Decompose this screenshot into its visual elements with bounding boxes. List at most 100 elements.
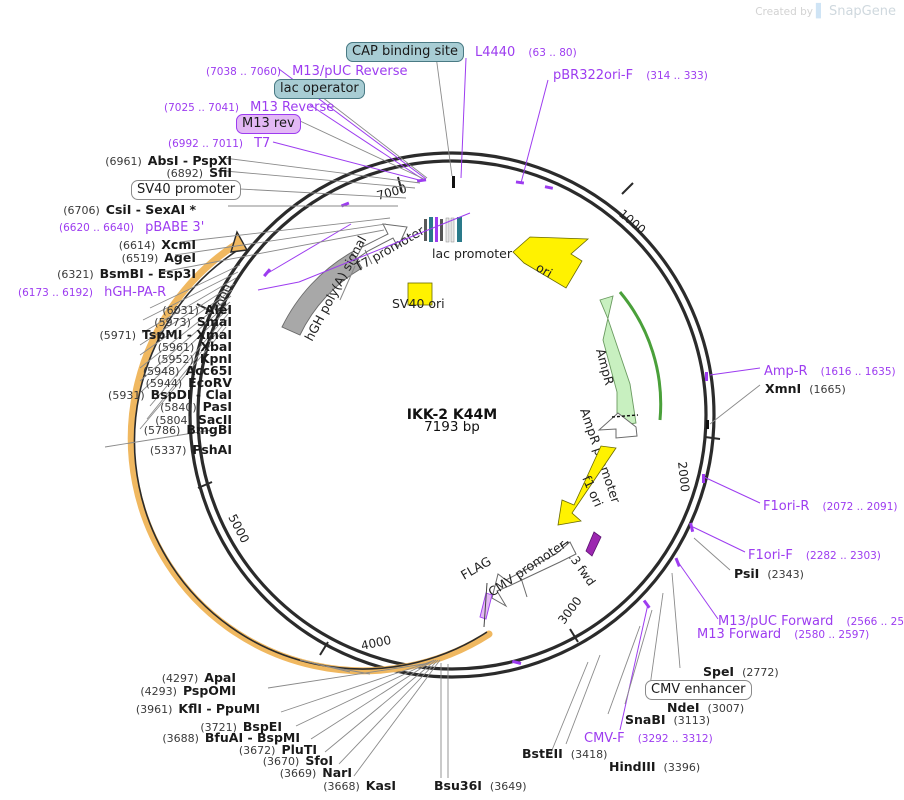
sv40-promoter-text: SV40 promoter <box>131 180 242 200</box>
primer-label-m13-puc-forward: M13/pUC Forward (2566 .. 2588) <box>718 612 904 628</box>
enzyme-sfoi: (3670) SfoI <box>263 752 333 768</box>
primer-name: M13 Forward <box>697 627 782 642</box>
boxed-label-cmv-enhancer: CMV enhancer <box>645 680 752 700</box>
leader-lines-grey-bottomleft <box>267 659 449 778</box>
enzyme-name: BspDI - ClaI <box>150 387 232 402</box>
enzyme-position: (5840) <box>160 401 197 414</box>
enzyme-position: (6961) <box>105 155 142 168</box>
enzyme-psii: PsiI (2343) <box>734 565 804 581</box>
feature-sv40-ori: SV40 ori <box>392 282 445 311</box>
enzyme-position: (5973) <box>154 316 191 329</box>
primer-pos: (1616 .. 1635) <box>820 366 896 378</box>
enzyme-position: (3396) <box>663 761 701 774</box>
primer-pos: (3292 .. 3312) <box>637 733 713 745</box>
enzyme-position: (6519) <box>121 252 159 265</box>
enzyme-name: KpnI <box>199 351 232 366</box>
enzyme-name: XcmI <box>161 237 196 252</box>
enzyme-position: (5952) <box>157 353 194 366</box>
watermark-prefix: Created by <box>755 5 813 18</box>
enzyme-position: (3721) <box>200 721 237 734</box>
feature-ori: ori <box>512 236 590 289</box>
primer-label-f1ori-f: F1ori-F (2282 .. 2303) <box>748 546 881 562</box>
enzyme-nari: (3669) NarI <box>280 764 352 780</box>
backbone-inner-ring <box>196 159 708 671</box>
primer-name: pBABE 3' <box>145 220 205 235</box>
feature-t7-promoter: T7 promoter <box>351 222 427 275</box>
enzyme-position: (3007) <box>707 702 745 715</box>
enzyme-position: (3668) <box>323 780 360 793</box>
watermark-brand: SnapGene <box>828 4 896 19</box>
primer-label-m13-forward: M13 Forward (2580 .. 2597) <box>697 625 869 641</box>
enzyme-position: (3113) <box>673 714 711 727</box>
enzyme-position: (3418) <box>570 748 608 761</box>
feature-label-cmv-promoter: CMV promoter <box>485 536 569 599</box>
leader-lines-grey-topleft <box>104 55 453 448</box>
m13-rev-text: M13 rev <box>236 114 301 134</box>
primer-name: F1ori-F <box>748 548 793 563</box>
feature-cmv-promoter: CMV promoter <box>485 536 577 608</box>
enzyme-position: (5337) <box>149 444 187 457</box>
enzyme-name: NarI <box>322 765 352 780</box>
primer-pos: (6173 .. 6192) <box>18 287 93 299</box>
enzyme-pshai: (5337) PshAI <box>150 441 232 457</box>
enzyme-position: (3961) <box>135 703 173 716</box>
enzyme-position: (3688) <box>162 732 199 745</box>
enzyme-position: (3649) <box>489 780 527 793</box>
primer-label-hgh-pa-r: (6173 .. 6192) hGH-PA-R <box>18 283 166 299</box>
primer-label-m13-puc-reverse: (7038 .. 7060) M13/pUC Reverse <box>206 62 407 78</box>
enzyme-position: (6321) <box>57 268 94 281</box>
enzyme-name: XmnI <box>765 381 802 396</box>
enzyme-name: AgeI <box>164 250 196 265</box>
primer-label-t7: (6992 .. 7011) T7 <box>168 134 270 150</box>
primer-pos: (7038 .. 7060) <box>206 66 281 78</box>
primer-name: M13/pUC Forward <box>718 614 834 629</box>
enzyme-name: BstEII <box>522 746 563 761</box>
leader-lines-purple-topright <box>460 57 549 184</box>
enzyme-bsu36i: Bsu36I (3649) <box>434 777 527 793</box>
primer-label-cmv-f: CMV-F (3292 .. 3312) <box>584 729 713 745</box>
enzyme-position: (5931) <box>108 389 145 402</box>
enzyme-position: (6892) <box>166 167 204 180</box>
enzyme-smai: (5973) SmaI <box>154 313 232 329</box>
primer-name: F1ori-R <box>763 499 810 514</box>
feature-label-flag: FLAG <box>458 553 494 582</box>
enzyme-csii-sexai: (6706) CsiI - SexAI * <box>63 201 196 217</box>
enzyme-spei: SpeI (2772) <box>703 663 779 679</box>
primer-name: CMV-F <box>584 731 625 746</box>
enzyme-name: XbaI <box>200 339 232 354</box>
primer-label-m13-reverse: (7025 .. 7041) M13 Reverse <box>164 98 334 114</box>
feature-ampr: AmpR <box>593 291 663 427</box>
enzyme-position: (5971) <box>99 329 137 342</box>
primer-pos: (63 .. 80) <box>528 47 577 59</box>
leader-lines-grey-right <box>549 384 761 756</box>
enzyme-sfii: (6892) SfiI <box>167 164 233 180</box>
feature-lac-promoter-cluster: lac promoter <box>424 217 513 261</box>
enzyme-position: (6706) <box>63 204 100 217</box>
enzyme-name: CsiI - SexAI * <box>105 202 196 217</box>
primer-pos: (6620 .. 6640) <box>59 222 134 234</box>
enzyme-position: (1665) <box>809 383 846 396</box>
enzyme-name: BfuAI - BspMI <box>204 730 300 745</box>
boxed-label-m13-rev: M13 rev <box>236 114 301 134</box>
cap-binding-site-text: CAP binding site <box>346 42 465 62</box>
leader-lines-purple-topleft <box>257 68 471 291</box>
enzyme-position: (4297) <box>161 672 199 685</box>
boxed-label-cap-binding-site: CAP binding site <box>346 42 465 62</box>
enzyme-name: ApaI <box>204 670 236 685</box>
primer-pos: (7025 .. 7041) <box>164 102 239 114</box>
ruler-ticks <box>196 176 721 656</box>
enzyme-absi-pspxi: (6961) AbsI - PspXI <box>105 152 232 168</box>
enzyme-position: (5804) <box>155 414 192 427</box>
cmv-enhancer-text: CMV enhancer <box>645 680 752 700</box>
ruler-number-4000: 4000 <box>360 633 393 653</box>
enzyme-position: (5948) <box>142 365 180 378</box>
enzyme-name: BsmBI - Esp3I <box>99 266 196 281</box>
primer-name: L4440 <box>475 45 516 60</box>
enzyme-bsmbi-esp3i: (6321) BsmBI - Esp3I <box>57 265 196 281</box>
enzyme-position: (5944) <box>145 377 183 390</box>
enzyme-sacii: (5804) SacII <box>155 411 232 427</box>
enzyme-position: (6031) <box>162 304 199 317</box>
enzyme-xcmi: (6614) XcmI <box>119 236 196 252</box>
primer-pos: (2566 .. 2588) <box>846 616 904 628</box>
